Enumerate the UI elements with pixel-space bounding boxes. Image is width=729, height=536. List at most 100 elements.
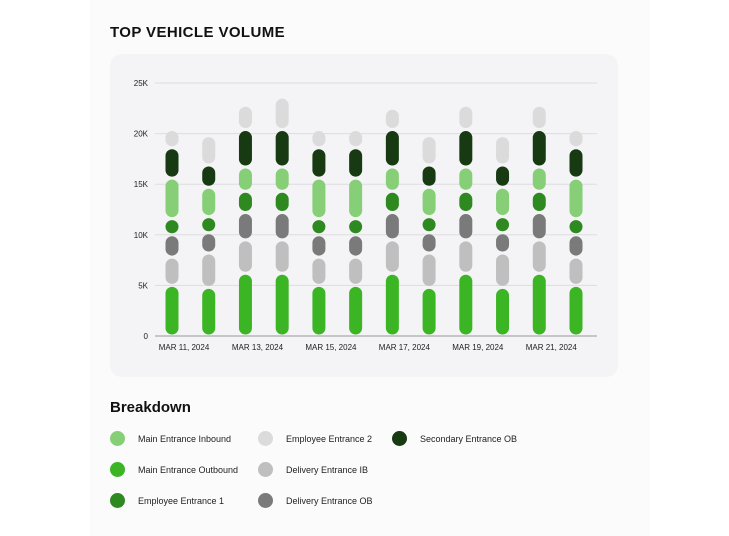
bar-segment — [349, 286, 363, 335]
y-tick-label: 25K — [134, 79, 149, 88]
bar-segment — [202, 166, 216, 186]
bar-segment — [532, 131, 546, 166]
bar-segment — [496, 137, 510, 164]
bar-segment — [349, 220, 363, 234]
bar-segment — [312, 258, 326, 284]
y-tick-label: 20K — [134, 130, 149, 139]
bar-segment — [165, 131, 179, 147]
bar-segment — [385, 131, 399, 166]
bar-segment — [422, 218, 436, 232]
legend-item-main-entrance-outbound: Main Entrance Outbound — [110, 462, 238, 477]
legend-label: Delivery Entrance OB — [286, 495, 373, 506]
bar-segment — [165, 220, 179, 234]
bar-segment — [459, 214, 473, 239]
legend-item-delivery-entrance-ob: Delivery Entrance OB — [258, 493, 373, 508]
legend-swatch — [258, 462, 273, 477]
bar-segment — [165, 258, 179, 284]
bar-segment — [312, 131, 326, 147]
bar-segment — [238, 106, 252, 129]
bar-segment — [349, 236, 363, 256]
bar-segment — [569, 131, 583, 147]
legend-item-employee-entrance-1: Employee Entrance 1 — [110, 493, 224, 508]
bar-segment — [275, 241, 289, 272]
bar-segment — [569, 286, 583, 335]
bar-segment — [422, 166, 436, 186]
bar-segment — [532, 241, 546, 272]
legend-label: Secondary Entrance OB — [420, 433, 518, 444]
bar-segment — [385, 274, 399, 335]
bar-segment — [238, 274, 252, 335]
bar-segment — [569, 236, 583, 256]
bar-segment — [532, 192, 546, 212]
bar-segment — [532, 106, 546, 129]
y-tick-label: 10K — [134, 231, 149, 240]
bar-segment — [385, 192, 399, 212]
bar-segment — [312, 149, 326, 177]
bar-segment — [275, 214, 289, 239]
x-tick-label: MAR 11, 2024 — [159, 343, 210, 352]
bar-segment — [349, 179, 363, 218]
bar-segment — [238, 192, 252, 212]
x-tick-label: MAR 19, 2024 — [452, 343, 504, 352]
bar-segment — [202, 234, 216, 252]
bar-segment — [202, 137, 216, 164]
bar-segment — [165, 179, 179, 218]
legend-swatch — [258, 431, 273, 446]
bar-segment — [385, 168, 399, 190]
legend-swatch — [110, 493, 125, 508]
y-tick-label: 15K — [134, 180, 149, 189]
bar-segment — [496, 288, 510, 335]
y-tick-label: 5K — [138, 281, 148, 290]
legend-swatch — [110, 462, 125, 477]
bar-segment — [496, 188, 510, 216]
legend-label: Main Entrance Outbound — [138, 464, 239, 475]
bar-segment — [496, 218, 510, 232]
legend-swatch — [392, 431, 407, 446]
stacked-bar-chart: 0 5K 10K 15K 20K 25K MAR 11, 2024 MAR 13, 2024 M… — [134, 79, 597, 352]
bar-segment — [275, 274, 289, 335]
bar-segment — [275, 98, 289, 129]
bar-segment — [422, 254, 436, 286]
bar-segment — [385, 241, 399, 272]
legend-label: Delivery Entrance IB — [286, 464, 369, 475]
bar-segment — [275, 168, 289, 190]
bar-segment — [202, 288, 216, 335]
legend-label: Employee Entrance 2 — [286, 433, 373, 444]
bar-segment — [569, 220, 583, 234]
bar-segment — [422, 288, 436, 335]
bar-segment — [312, 220, 326, 234]
bar-segment — [422, 137, 436, 164]
bar-segment — [532, 168, 546, 190]
legend-item-secondary-entrance-ob: Secondary Entrance OB — [392, 431, 517, 446]
bar-segment — [202, 254, 216, 286]
bar-segment — [459, 241, 473, 272]
x-tick-label: MAR 21, 2024 — [526, 343, 578, 352]
bar-segment — [385, 214, 399, 239]
bar-segment — [165, 286, 179, 335]
bar-segment — [238, 214, 252, 239]
bar-segment — [165, 149, 179, 177]
y-tick-label: 0 — [144, 332, 149, 341]
bar-segment — [459, 131, 473, 166]
bar-segment — [312, 286, 326, 335]
bar-segment — [349, 131, 363, 147]
bar-segment — [459, 106, 473, 129]
legend-label: Main Entrance Inbound — [138, 433, 232, 444]
bar-segment — [349, 258, 363, 284]
bar-segment — [459, 168, 473, 190]
bar-segment — [275, 192, 289, 212]
legend-label: Employee Entrance 1 — [138, 495, 225, 506]
bar-segment — [532, 214, 546, 239]
legend-item-delivery-entrance-ib: Delivery Entrance IB — [258, 462, 368, 477]
legend-swatch — [110, 431, 125, 446]
bar-segment — [422, 188, 436, 216]
bar-segment — [459, 192, 473, 212]
bar-segment — [202, 188, 216, 216]
bar-segment — [165, 236, 179, 256]
legend-item-main-entrance-inbound: Main Entrance Inbound — [110, 431, 231, 446]
x-tick-label: MAR 13, 2024 — [232, 343, 284, 352]
bar-segment — [312, 179, 326, 218]
bar-segment — [569, 179, 583, 218]
bar-segment — [238, 131, 252, 166]
bar-segment — [532, 274, 546, 335]
